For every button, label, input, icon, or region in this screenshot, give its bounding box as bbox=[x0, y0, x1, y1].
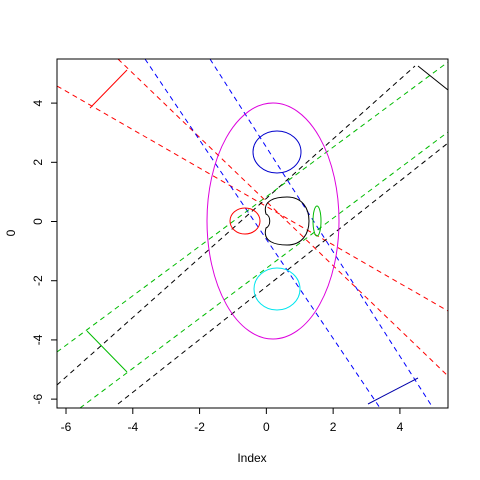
blue-segment bbox=[367, 377, 419, 405]
cyan-circle bbox=[253, 267, 301, 311]
black-line bbox=[57, 65, 416, 386]
green-ellipse bbox=[312, 205, 322, 237]
black-line bbox=[117, 142, 448, 405]
green-segment bbox=[86, 330, 128, 373]
red-line bbox=[57, 85, 448, 312]
x-axis-label: Index bbox=[237, 451, 266, 465]
green-line bbox=[79, 131, 448, 408]
black-shape bbox=[264, 196, 310, 246]
x-tick-label: -6 bbox=[61, 420, 72, 434]
red-circle bbox=[229, 207, 261, 235]
y-axis-label: 0 bbox=[4, 229, 18, 236]
red-segment bbox=[89, 69, 128, 109]
blue-line bbox=[209, 59, 434, 408]
y-tick-label: 0 bbox=[31, 218, 45, 225]
x-tick-label: 4 bbox=[397, 420, 404, 434]
plot-box bbox=[56, 58, 449, 409]
x-tick-label: 2 bbox=[330, 420, 337, 434]
black-segment bbox=[417, 65, 448, 91]
y-tick-label: -6 bbox=[31, 393, 45, 404]
blue-circle bbox=[252, 130, 302, 174]
y-tick-label: -2 bbox=[31, 275, 45, 286]
y-tick-label: 4 bbox=[31, 99, 45, 106]
x-tick-label: -2 bbox=[194, 420, 205, 434]
y-tick-label: -4 bbox=[31, 334, 45, 345]
plot-shapes bbox=[57, 59, 448, 408]
red-line bbox=[117, 59, 448, 377]
x-tick-label: -4 bbox=[127, 420, 138, 434]
y-tick-label: 2 bbox=[31, 159, 45, 166]
magenta-ellipse bbox=[206, 102, 340, 340]
blue-line bbox=[144, 59, 381, 408]
x-tick-label: 0 bbox=[263, 420, 270, 434]
green-line bbox=[57, 61, 448, 353]
